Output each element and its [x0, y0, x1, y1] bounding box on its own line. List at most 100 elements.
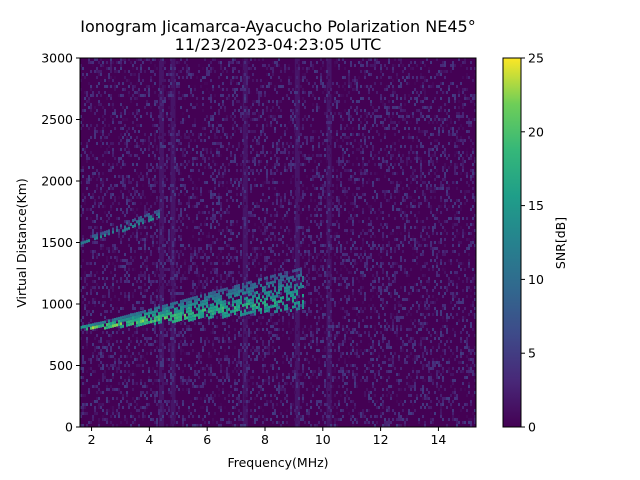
noise-cell [336, 271, 338, 274]
noise-cell [346, 301, 348, 304]
noise-cell [230, 181, 232, 184]
noise-cell [274, 163, 276, 166]
noise-cell [132, 208, 134, 211]
noise-cell [158, 406, 160, 409]
noise-cell [218, 223, 220, 226]
noise-cell [348, 370, 350, 373]
noise-cell [118, 175, 120, 178]
noise-cell [134, 373, 136, 376]
noise-cell [168, 241, 170, 244]
noise-cell [220, 418, 222, 421]
noise-cell [152, 244, 154, 247]
noise-cell [210, 262, 212, 265]
noise-cell [200, 340, 202, 343]
noise-cell [196, 145, 198, 148]
noise-cell [182, 163, 184, 166]
noise-cell [82, 148, 84, 151]
noise-cell [336, 283, 338, 286]
noise-cell [266, 346, 268, 349]
noise-cell [184, 61, 186, 64]
noise-cell [88, 358, 90, 361]
noise-cell [296, 406, 298, 409]
noise-cell [246, 370, 248, 373]
noise-cell [314, 70, 316, 73]
noise-cell [142, 238, 144, 241]
noise-cell [154, 304, 156, 307]
noise-cell [258, 115, 260, 118]
noise-cell [194, 184, 196, 187]
noise-cell [128, 238, 130, 241]
noise-cell [188, 388, 190, 391]
noise-cell [306, 247, 308, 250]
noise-cell [246, 160, 248, 163]
noise-cell [338, 346, 340, 349]
noise-cell [136, 136, 138, 139]
noise-cell [252, 202, 254, 205]
noise-cell [100, 130, 102, 133]
noise-cell [132, 268, 134, 271]
noise-cell [324, 421, 326, 424]
noise-cell [252, 322, 254, 325]
noise-cell [88, 310, 90, 313]
noise-cell [216, 364, 218, 367]
noise-cell [228, 364, 230, 367]
noise-cell [230, 304, 232, 307]
noise-cell [274, 220, 276, 223]
noise-cell [168, 289, 170, 292]
noise-cell [208, 97, 210, 100]
noise-cell [128, 58, 130, 61]
noise-cell [300, 304, 302, 307]
noise-cell [274, 88, 276, 91]
noise-cell [82, 388, 84, 391]
noise-cell [216, 316, 218, 319]
noise-cell [218, 259, 220, 262]
noise-cell [86, 346, 88, 349]
noise-cell [104, 370, 106, 373]
noise-cell [90, 331, 92, 334]
noise-cell [82, 316, 84, 319]
noise-cell [342, 370, 344, 373]
noise-cell [306, 352, 308, 355]
noise-cell [106, 397, 108, 400]
noise-cell [282, 280, 284, 283]
noise-cell [248, 400, 250, 403]
noise-cell [110, 193, 112, 196]
noise-cell [132, 232, 134, 235]
noise-cell [172, 256, 174, 259]
noise-cell [256, 91, 258, 94]
noise-cell [196, 196, 198, 199]
noise-cell [238, 82, 240, 85]
noise-cell [308, 115, 310, 118]
noise-cell [324, 97, 326, 100]
noise-cell [160, 112, 162, 115]
noise-cell [340, 274, 342, 277]
noise-cell [294, 322, 296, 325]
noise-cell [88, 208, 90, 211]
noise-cell [178, 82, 180, 85]
noise-cell [196, 286, 198, 289]
noise-cell [124, 220, 126, 223]
noise-cell [244, 328, 246, 331]
noise-cell [348, 295, 350, 298]
noise-cell [272, 118, 274, 121]
noise-cell [188, 400, 190, 403]
noise-cell [216, 211, 218, 214]
noise-cell [268, 196, 270, 199]
noise-cell [248, 316, 250, 319]
noise-cell [168, 202, 170, 205]
noise-cell [150, 349, 152, 352]
noise-cell [292, 286, 294, 289]
noise-cell [162, 262, 164, 265]
noise-cell [84, 307, 86, 310]
noise-cell [236, 397, 238, 400]
noise-cell [156, 421, 158, 424]
noise-cell [320, 250, 322, 253]
noise-cell [106, 247, 108, 250]
noise-cell [124, 328, 126, 331]
noise-cell [226, 367, 228, 370]
noise-cell [228, 64, 230, 67]
noise-cell [106, 379, 108, 382]
noise-cell [336, 418, 338, 421]
noise-cell [122, 82, 124, 85]
noise-cell [302, 370, 304, 373]
